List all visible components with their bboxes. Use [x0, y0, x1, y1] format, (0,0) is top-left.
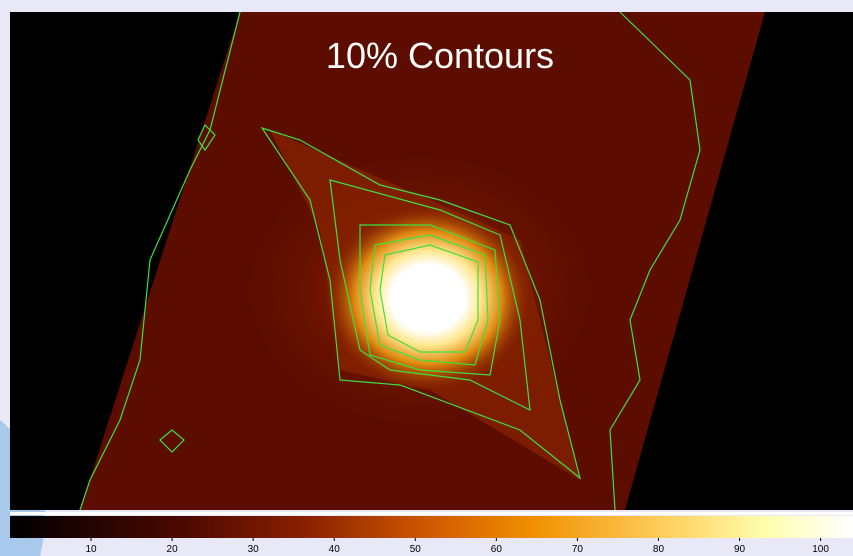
colorbar	[10, 516, 853, 538]
tick-label: 100	[812, 544, 829, 555]
page: 10% Contours 102030405060708090100 (() =…	[0, 0, 853, 556]
tick-label: 30	[248, 544, 260, 555]
image-view: 10% Contours 10 20 30 40 50 60 70 80 90 100	[0, 0, 853, 556]
separator	[10, 512, 853, 515]
tick-label: 90	[734, 544, 746, 555]
source	[323, 203, 533, 393]
tick-label: 80	[653, 544, 665, 555]
tick-label: 10	[85, 544, 97, 555]
tick-label: 70	[572, 544, 584, 555]
tick-label: 40	[329, 544, 341, 555]
tick-label: 60	[491, 544, 503, 555]
tick-label: 20	[167, 544, 179, 555]
title: 10% Contours	[326, 35, 554, 76]
tick-label: 50	[410, 544, 422, 555]
colorbar-ticks: 10 20 30 40 50 60 70 80 90 100	[85, 538, 829, 555]
